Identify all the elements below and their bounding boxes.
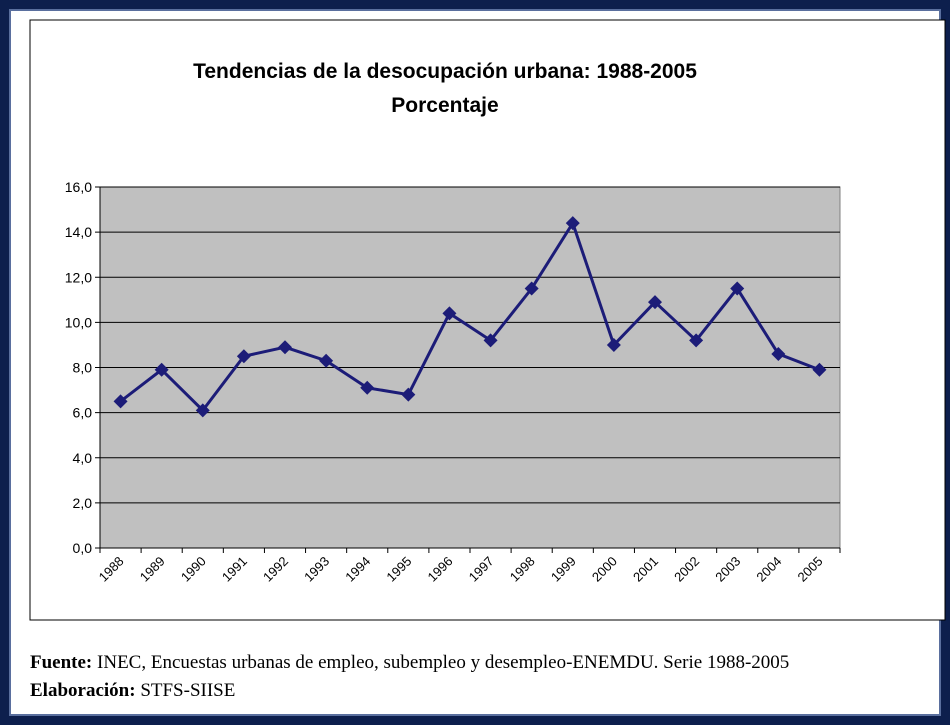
credit-label: Elaboración: [30,680,136,701]
source-label: Fuente: [30,652,93,673]
data-point [236,349,251,364]
data-point [648,295,662,310]
credit-note: Elaboración: STFS-SIISE [30,680,235,702]
chart-title: Tendencias de la desocupación urbana: 19… [193,60,697,83]
chart-subtitle: Porcentaje [391,94,498,117]
y-tick-label: 2,0 [73,495,93,511]
y-tick-label: 0,0 [73,540,93,556]
series-line [119,219,820,413]
data-point [195,403,210,418]
y-tick-label: 16,0 [65,179,92,195]
data-point [278,340,292,355]
data-point [442,306,457,321]
data-point [401,387,416,402]
y-tick-label: 14,0 [65,224,92,240]
source-text: INEC, Encuestas urbanas de empleo, subem… [97,652,790,673]
data-point [154,362,169,377]
data-point [771,346,786,361]
y-tick-label: 12,0 [65,269,92,285]
y-tick-label: 10,0 [65,314,92,330]
data-point [689,333,704,348]
data-point [483,333,498,348]
data-point [565,216,580,231]
data-point [812,362,827,377]
credit-text: STFS-SIISE [140,680,236,701]
data-point [360,380,375,395]
y-tick-label: 6,0 [73,405,93,421]
data-point [606,337,621,352]
data-point [319,353,334,368]
source-note: Fuente: INEC, Encuestas urbanas de emple… [30,652,789,674]
y-tick-label: 8,0 [73,360,93,376]
data-point [730,281,745,296]
y-tick-label: 4,0 [73,450,93,466]
data-point [524,281,539,296]
data-point [113,394,128,409]
